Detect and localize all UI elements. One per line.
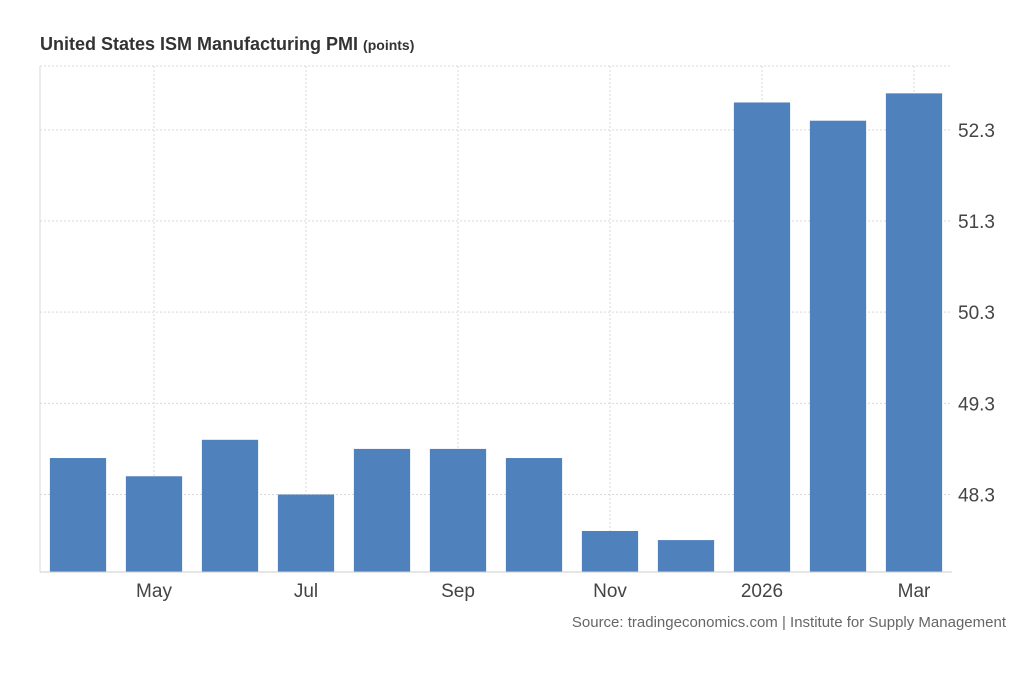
bar-feb[interactable] (809, 120, 867, 573)
x-tick-label: Nov (593, 581, 627, 602)
y-tick-label: 48.3 (958, 486, 995, 507)
y-tick-label: 52.3 (958, 121, 995, 142)
y-tick-label: 51.3 (958, 212, 995, 233)
bar-apr[interactable] (49, 458, 107, 572)
bar-aug[interactable] (353, 448, 411, 572)
bar-2026[interactable] (733, 102, 791, 572)
bars-group (49, 93, 943, 573)
y-tick-label: 49.3 (958, 394, 995, 415)
bar-jun[interactable] (201, 439, 259, 572)
x-tick-label: Mar (898, 581, 931, 602)
chart-unit-label: (points) (363, 37, 415, 53)
bar-jul[interactable] (277, 494, 335, 572)
x-tick-label: Sep (441, 581, 475, 602)
x-axis-ticks: May Jul Sep Nov 2026 Mar (136, 581, 931, 602)
y-axis-ticks: 48.3 49.3 50.3 51.3 52.3 (958, 121, 995, 507)
chart-title: United States ISM Manufacturing PMI (poi… (40, 34, 414, 55)
bar-dec[interactable] (657, 540, 715, 572)
source-note: Source: tradingeconomics.com | Institute… (571, 614, 1006, 631)
chart-title-text: United States ISM Manufacturing PMI (40, 34, 359, 54)
bar-oct[interactable] (505, 458, 563, 572)
bar-sep[interactable] (429, 448, 487, 572)
bar-nov[interactable] (581, 530, 639, 572)
y-tick-label: 50.3 (958, 303, 995, 324)
x-tick-label: Jul (294, 581, 318, 602)
x-tick-label: May (136, 581, 172, 602)
bar-may[interactable] (125, 476, 183, 572)
x-tick-label: 2026 (741, 581, 783, 602)
bar-mar[interactable] (885, 93, 943, 572)
